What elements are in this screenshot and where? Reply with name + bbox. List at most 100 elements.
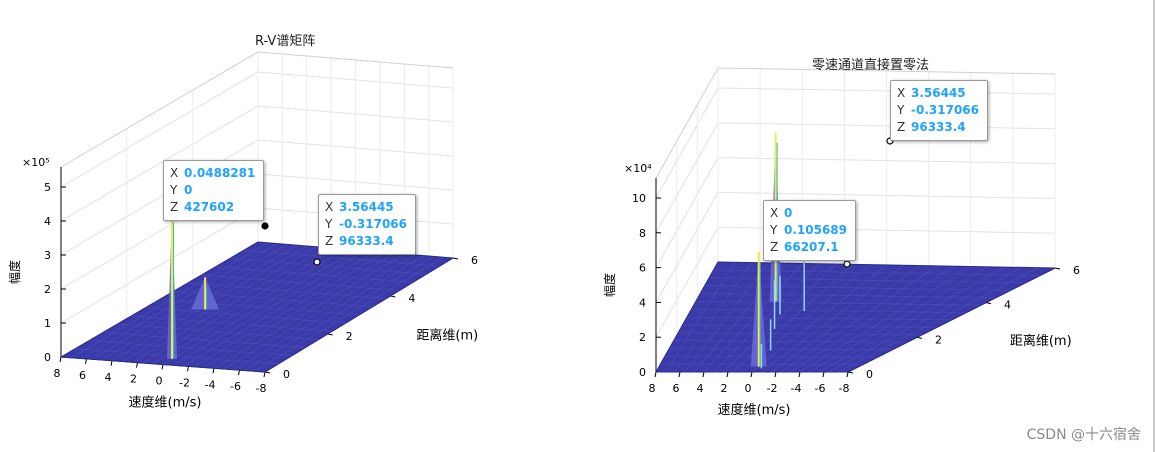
top-edge (60, 51, 259, 168)
datatip-left-2[interactable]: X 3.56445 Y -0.317066 Z 96333.4 (318, 194, 416, 255)
z-tick-label: 0 (44, 351, 51, 364)
mesh-line (673, 340, 908, 343)
y-tick (452, 257, 459, 260)
x-tick-label: 6 (673, 382, 680, 395)
y-tick (1054, 267, 1061, 270)
datatip-left-1-x: 0.0488281 (184, 166, 256, 180)
x-tick-label: -8 (839, 382, 850, 395)
x-tick-label: 0 (156, 375, 163, 388)
datatip-right-1-z: 96333.4 (911, 120, 966, 134)
x-tick (822, 371, 825, 378)
chart-left-canvas: 0 1 2 3 4 5 ×10⁵ 幅度 8 6 4 2 0 -2 -4 -6 -8 速度维(m/s) 0 2 4 6 距离维… (7, 51, 478, 411)
datatip-right-2-y: 0.105689 (784, 223, 848, 237)
watermark: CSDN @十六宿舍 (1026, 427, 1141, 443)
mesh-line (131, 315, 333, 332)
mesh-line (187, 282, 386, 300)
z-tick-label: 5 (44, 181, 51, 194)
z-exponent: ×10⁵ (22, 156, 50, 169)
x-axis-label: 速度维(m/s) (129, 395, 202, 411)
datatip-right-1-x: 3.56445 (911, 86, 966, 100)
y-tick-label: 4 (408, 292, 415, 305)
x-tick (702, 371, 705, 378)
x-tick-label: 2 (721, 382, 728, 395)
surface-1 (655, 261, 1056, 373)
z-axis-label: 幅度 (602, 273, 617, 297)
chart-right-title: 零速通道直接置零法 (812, 58, 930, 73)
mesh-line (691, 308, 967, 313)
mesh-line (201, 274, 400, 291)
x-tick-label: 4 (105, 371, 112, 384)
z-tick-label: 6 (639, 262, 646, 275)
z-tick-label: 2 (639, 331, 646, 344)
z-tick-label: 10 (632, 192, 646, 205)
datatip-right-2-z: 66207.1 (784, 240, 839, 254)
x-tick (678, 371, 681, 378)
datatip-right-1[interactable]: X 3.56445 Y -0.317066 Z 96333.4 (890, 80, 988, 141)
datatip-right-1-y: -0.317066 (911, 103, 979, 117)
x-tick (654, 371, 657, 378)
mesh-line (664, 355, 878, 358)
mesh-line (145, 307, 346, 324)
datatip-left-2-y: -0.317066 (339, 217, 407, 231)
mesh-line (215, 266, 413, 283)
x-tick (263, 371, 266, 378)
x-tick (750, 371, 753, 378)
grid-line (655, 157, 719, 268)
y-tick-label: 2 (935, 333, 942, 346)
mesh-line (695, 300, 982, 306)
x-tick (110, 360, 113, 366)
datatip-anchor (843, 260, 851, 268)
x-tick (798, 371, 801, 378)
z-tick-label: 3 (44, 249, 51, 262)
x-tick-label: -6 (815, 382, 826, 395)
mesh-line (709, 277, 1026, 284)
z-tick-label: 4 (639, 296, 646, 309)
x-tick-label: 6 (79, 369, 86, 382)
datatip-right-2-x: 0 (784, 206, 793, 220)
y-tick (985, 302, 992, 305)
mesh-line (678, 332, 922, 336)
y-axis-label: 距离维(m) (416, 327, 478, 343)
datatip-left-1-z: 427602 (184, 200, 235, 214)
grid-line (60, 71, 259, 188)
grid-line (60, 105, 259, 222)
x-tick-label: 2 (130, 373, 137, 386)
x-tick (846, 371, 849, 378)
x-tick-label: 0 (745, 382, 752, 395)
y-tick-label: 0 (866, 368, 873, 381)
x-tick-label: -8 (256, 382, 267, 395)
z-tick-label: 2 (44, 283, 51, 296)
x-tick (59, 356, 62, 363)
page-divider (1153, 0, 1155, 452)
x-tick-label: -2 (179, 376, 190, 389)
mesh-line (243, 249, 440, 267)
y-tick (916, 336, 923, 339)
y-tick-label: 6 (471, 254, 478, 267)
x-tick (161, 364, 164, 370)
chart-right-canvas: 0 2 4 6 8 10 ×10⁴ 幅度 8 6 4 2 0 -2 -4 -6 -8 速度维(m/s) 0 2 4 6 距离… (602, 67, 1080, 418)
x-tick (136, 362, 138, 368)
datatip-left-1-y: 0 (184, 183, 193, 197)
chart-left-title: R-V谱矩阵 (255, 34, 316, 49)
mesh-line (713, 269, 1041, 276)
z-tick-label: 4 (44, 215, 51, 228)
y-tick-label: 6 (1073, 264, 1080, 277)
x-tick-label: -4 (205, 378, 216, 391)
y-axis-label: 距离维(m) (1010, 333, 1072, 349)
datatip-left-2-z: 96333.4 (339, 234, 394, 248)
y-tick (327, 333, 333, 336)
x-tick-label: 4 (697, 382, 704, 395)
chart-left: 0 1 2 3 4 5 ×10⁵ 幅度 8 6 4 2 0 -2 -4 -6 -8 速度维(m/s) 0 2 4 6 距离维… (7, 34, 478, 411)
mesh-line (117, 323, 319, 340)
datatip-left-2-x: 3.56445 (339, 200, 394, 214)
x-tick-label: 8 (54, 367, 61, 380)
mesh-line (682, 324, 937, 328)
mesh-line (686, 316, 952, 321)
x-tick (187, 366, 189, 372)
grid-line (655, 226, 719, 338)
chart-right: 0 2 4 6 8 10 ×10⁴ 幅度 8 6 4 2 0 -2 -4 -6 -8 速度维(m/s) 0 2 4 6 距离… (600, 0, 1155, 452)
datatip-anchor (261, 222, 269, 230)
x-tick-label: -6 (230, 380, 241, 393)
